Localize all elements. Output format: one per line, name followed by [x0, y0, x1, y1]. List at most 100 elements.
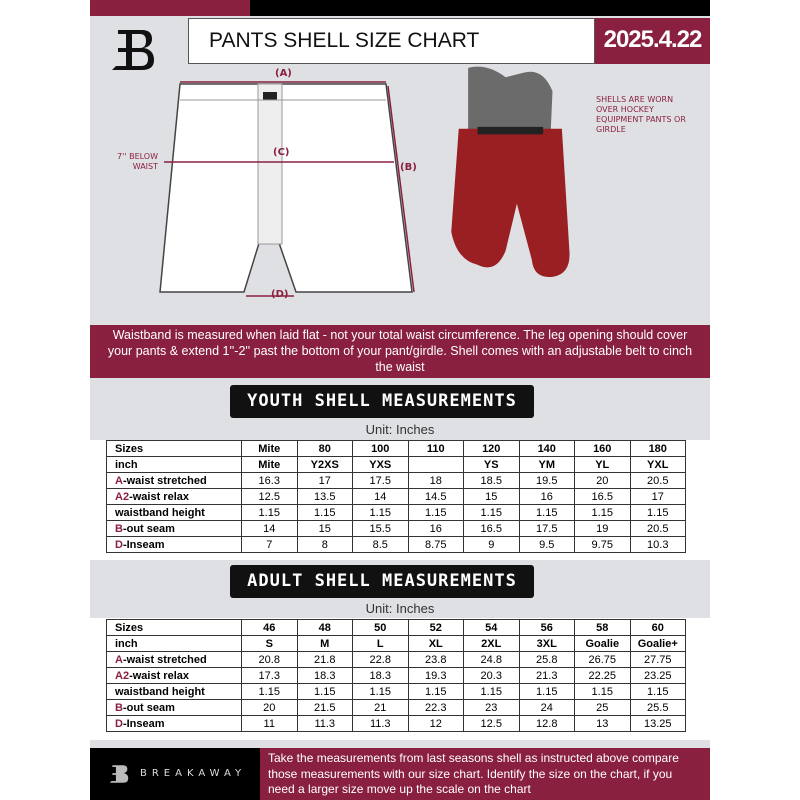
table-row: A2-waist relax 12.5 13.5 14 14.5 15 16 16.5 17 [106, 488, 686, 505]
table-row: Sizes 46 48 50 52 54 56 58 60 [106, 619, 686, 636]
label-d: (D) [271, 289, 289, 300]
table-cell: 20.3 [463, 667, 520, 684]
measurement-code: A [115, 653, 123, 666]
table-cell: 16.3 [241, 472, 298, 489]
measurement-name: -waist relax [129, 490, 189, 503]
table-cell: 1.15 [518, 504, 575, 521]
table-cell: 100 [352, 440, 409, 457]
table-cell: 9.5 [518, 536, 575, 553]
shell-diagram [159, 81, 415, 297]
table-cell: Goalie [574, 635, 631, 652]
measurement-code: A2 [115, 490, 130, 503]
table-cell: M [296, 635, 353, 652]
row-label: Sizes [106, 619, 242, 636]
table-cell: 20 [574, 472, 631, 489]
row-label: B-out seam [106, 520, 242, 537]
measurement-name: -Inseam [122, 538, 165, 551]
adult-unit: Unit: Inches [365, 601, 435, 616]
table-cell: S [241, 635, 298, 652]
row-label: A2-waist relax [106, 488, 242, 505]
row-label: A-waist stretched [106, 651, 242, 668]
table-cell: Y2XS [296, 456, 353, 473]
measurement-name: inch [115, 458, 138, 471]
table-cell: 22.25 [574, 667, 631, 684]
table-cell: 20.5 [629, 520, 686, 537]
table-row: inch S M L XL 2XL 3XL Goalie Goalie+ [106, 635, 686, 652]
table-cell: 56 [518, 619, 575, 636]
measurement-code: B [115, 522, 123, 535]
measurement-name: Sizes [115, 442, 144, 455]
table-cell: 15 [296, 520, 353, 537]
table-cell: 17 [629, 488, 686, 505]
table-row: waistband height 1.15 1.15 1.15 1.15 1.15 1.15… [106, 683, 686, 700]
table-cell: 1.15 [463, 683, 520, 700]
measurement-name: -waist stretched [122, 653, 207, 666]
table-cell: 15 [463, 488, 520, 505]
table-cell: 24 [518, 699, 575, 716]
measurement-code: A2 [115, 669, 130, 682]
table-cell: 23.8 [407, 651, 464, 668]
table-cell: 10.3 [629, 536, 686, 553]
table-cell: 18.3 [352, 667, 409, 684]
table-cell: 1.15 [296, 504, 353, 521]
table-cell: 11.3 [296, 715, 353, 732]
table-cell: 54 [463, 619, 520, 636]
measurement-banner: Waistband is measured when laid flat - n… [90, 325, 710, 378]
table-cell [407, 456, 464, 473]
table-row: A-waist stretched 20.8 21.8 22.8 23.8 24.8 25.… [106, 651, 686, 668]
table-cell: 1.15 [574, 683, 631, 700]
table-cell: 17.5 [352, 472, 409, 489]
table-cell: 8.75 [407, 536, 464, 553]
table-cell: 16 [407, 520, 464, 537]
table-cell: 2XL [463, 635, 520, 652]
row-label: D-Inseam [106, 536, 242, 553]
measurement-name: waistband height [115, 506, 205, 519]
table-cell: 50 [352, 619, 409, 636]
table-cell: 9 [463, 536, 520, 553]
top-black-bar [250, 0, 710, 16]
measurement-code: A [115, 474, 123, 487]
below-waist-note: 7'' BELOW WAIST [117, 152, 158, 171]
table-cell: 20.8 [241, 651, 298, 668]
breakaway-small-logo-icon [109, 765, 129, 783]
table-cell: YL [574, 456, 631, 473]
table-cell: 48 [296, 619, 353, 636]
table-cell: 16.5 [574, 488, 631, 505]
measurement-name: inch [115, 637, 138, 650]
row-label: B-out seam [106, 699, 242, 716]
youth-section-title: YOUTH SHELL MEASUREMENTS [230, 385, 534, 418]
table-cell: 1.15 [518, 683, 575, 700]
table-cell: 12.5 [463, 715, 520, 732]
table-cell: YM [518, 456, 575, 473]
youth-unit: Unit: Inches [365, 422, 435, 437]
table-cell: 11.3 [352, 715, 409, 732]
adult-size-table: Sizes 46 48 50 52 54 56 58 60 inch S M L XL 2XL 3XL Goal… [106, 619, 686, 732]
measurement-name: -waist stretched [122, 474, 207, 487]
row-label: waistband height [106, 504, 242, 521]
table-cell: 20 [241, 699, 298, 716]
table-row: Sizes Mite 80 100 110 120 140 160 180 [106, 440, 686, 457]
table-cell: 12 [407, 715, 464, 732]
table-row: D-Inseam 11 11.3 11.3 12 12.5 12.8 13 13.25 [106, 715, 686, 732]
row-label: A2-waist relax [106, 667, 242, 684]
table-cell: 15.5 [352, 520, 409, 537]
table-cell: 27.75 [629, 651, 686, 668]
photo-note: SHELLS ARE WORN OVER HOCKEY EQUIPMENT PA… [596, 95, 686, 134]
table-cell: 21.8 [296, 651, 353, 668]
measurement-name: Sizes [115, 621, 144, 634]
measurement-code: B [115, 701, 123, 714]
table-cell: 80 [296, 440, 353, 457]
table-cell: 14.5 [407, 488, 464, 505]
table-cell: 11 [241, 715, 298, 732]
row-label: inch [106, 635, 242, 652]
table-cell: 21.5 [296, 699, 353, 716]
table-cell: 160 [574, 440, 631, 457]
table-row: waistband height 1.15 1.15 1.15 1.15 1.15 1.15… [106, 504, 686, 521]
table-cell: 25.5 [629, 699, 686, 716]
shell-photo [451, 66, 570, 278]
table-row: A-waist stretched 16.3 17 17.5 18 18.5 19.5 20 2… [106, 472, 686, 489]
table-cell: 52 [407, 619, 464, 636]
table-cell: 16.5 [463, 520, 520, 537]
measurement-name: -waist relax [129, 669, 189, 682]
table-cell: 21 [352, 699, 409, 716]
